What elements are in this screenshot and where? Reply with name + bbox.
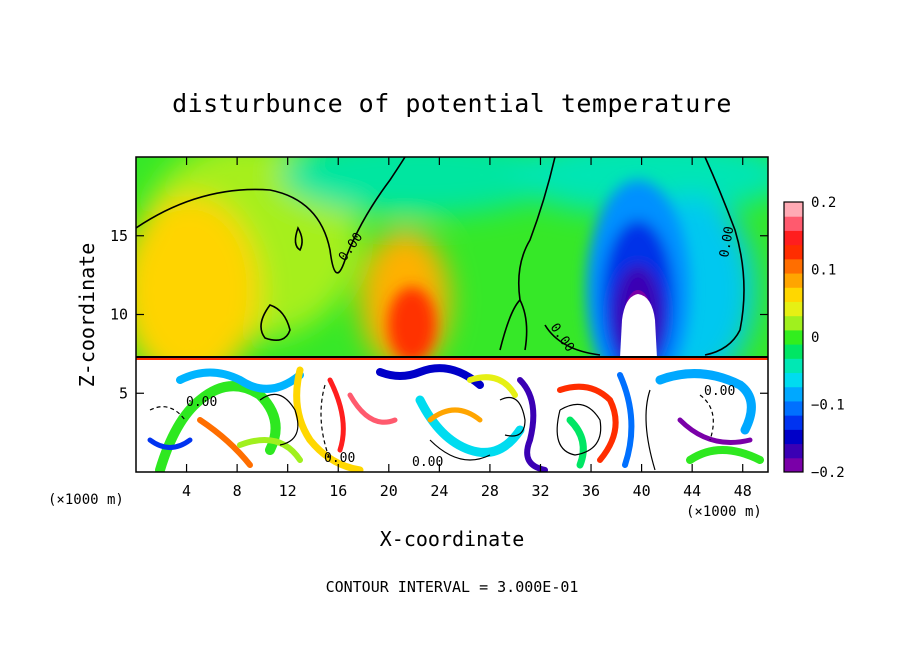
y-tick-label: 10 [110,306,128,324]
x-tick-label: 28 [481,482,499,500]
x-tick-label: 4 [182,482,191,500]
colorbar-tick-label: −0.1 [811,398,845,414]
colorbar-tick-label: 0 [811,330,819,346]
x-units-right: (×1000 m) [686,504,762,520]
contour-label: 0.00 [704,384,735,399]
x-tick-label: 12 [279,482,297,500]
colorbar-swatch [784,287,803,302]
colorbar-tick-label: 0.1 [811,263,836,279]
upper-field [136,157,768,358]
colorbar-swatch [784,230,803,246]
colorbar-frame [783,201,804,473]
y-axis: 5 10 15 [110,227,768,402]
x-tick-label: 32 [531,482,549,500]
anomaly-white-core [620,294,657,358]
colorbar-swatch [784,386,803,402]
contour-label: 0.00 [412,455,443,470]
x-tick-label: 48 [734,482,752,500]
anomaly-hot-center [388,287,436,358]
colorbar-swatch [784,216,803,231]
colorbar-swatch [784,443,803,459]
colorbar-swatch [784,372,803,388]
colorbar-swatch [784,344,803,359]
colorbar-tick-label: 0.2 [811,195,836,211]
x-tick-label: 16 [329,482,347,500]
x-tick-label: 24 [430,482,448,500]
y-tick-label: 15 [110,227,128,245]
colorbar-swatch [784,457,803,473]
zero-contours [136,157,745,356]
plot-area: 0.00 0.00 0.00 0.00 0.00 0.00 0.00 [136,157,768,472]
colorbar-tick-label: −0.2 [811,465,845,481]
colorbar-swatch [784,258,803,274]
colorbar-swatch [784,202,803,217]
x-tick-label: 8 [233,482,242,500]
anomaly-warm-left [136,195,260,358]
x-tick-label: 20 [380,482,398,500]
colorbar-swatch [784,329,803,345]
chart-title: disturbunce of potential temperature [172,89,732,118]
y-axis-label: Z-coordinate [75,243,99,388]
colorbar-swatch [784,273,803,288]
x-tick-label: 40 [633,482,651,500]
colorbar-swatch [784,415,803,430]
contour-label: 0.00 [717,225,737,258]
contour-interval-note: CONTOUR INTERVAL = 3.000E-01 [326,578,579,596]
x-tick-label: 36 [582,482,600,500]
x-axis: 4 8 12 16 20 24 28 32 36 40 44 48 [182,157,752,500]
x-tick-label: 44 [683,482,701,500]
y-tick-label: 5 [119,384,128,402]
colorbar-swatch [784,429,803,445]
contour-label: 0.00 [324,451,355,466]
colorbar-swatch [784,244,803,260]
anomaly-cool-top [280,157,560,215]
lower-turbulent-field [136,358,768,472]
contour-label: 0.00 [186,395,217,410]
x-units-left: (×1000 m) [48,492,124,508]
colorbar-swatch [784,315,803,331]
colorbar-swatch [784,400,803,416]
colorbar-swatch [784,358,803,374]
colorbar-swatch [784,301,803,317]
colorbar: 0.2 0.1 0 −0.1 −0.2 [783,195,845,481]
x-axis-label: X-coordinate [380,527,525,551]
